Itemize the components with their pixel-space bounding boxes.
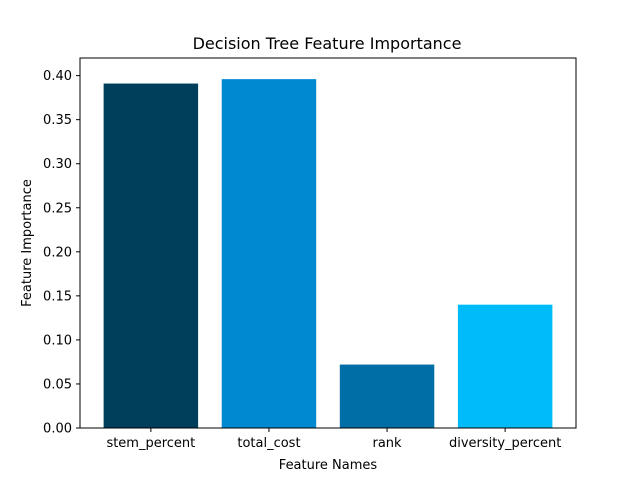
plot-frame [79,57,577,429]
y-tick-label: 0.15 [43,289,72,304]
y-tick-label: 0.25 [43,201,72,216]
x-tick-label: diversity_percent [449,436,561,451]
y-axis-label: Feature Importance [20,179,35,307]
y-tick-label: 0.00 [43,422,72,437]
y-tick-label: 0.40 [43,69,72,84]
x-tick-label: stem_percent [106,436,195,451]
y-axis-ticks: 0.00 0.05 0.10 0.15 0.20 0.25 0.30 0.35 0.40 [43,69,80,437]
bar-total_cost [221,79,317,429]
y-tick-label: 0.10 [43,333,72,348]
x-tick-label: rank [373,436,403,451]
bars-group [103,79,553,429]
y-tick-label: 0.05 [43,377,72,392]
chart-title: Decision Tree Feature Importance [193,34,462,53]
y-tick-label: 0.30 [43,157,72,172]
bar-diversity_percent [457,304,553,428]
bar-rank [339,364,435,428]
x-tick-label: total_cost [237,436,300,451]
x-axis-ticks: stem_percent total_cost rank diversity_perc… [106,428,561,451]
bar-stem_percent [103,83,199,429]
x-axis-label: Feature Names [279,458,378,473]
y-tick-label: 0.20 [43,245,72,260]
y-tick-label: 0.35 [43,113,72,128]
